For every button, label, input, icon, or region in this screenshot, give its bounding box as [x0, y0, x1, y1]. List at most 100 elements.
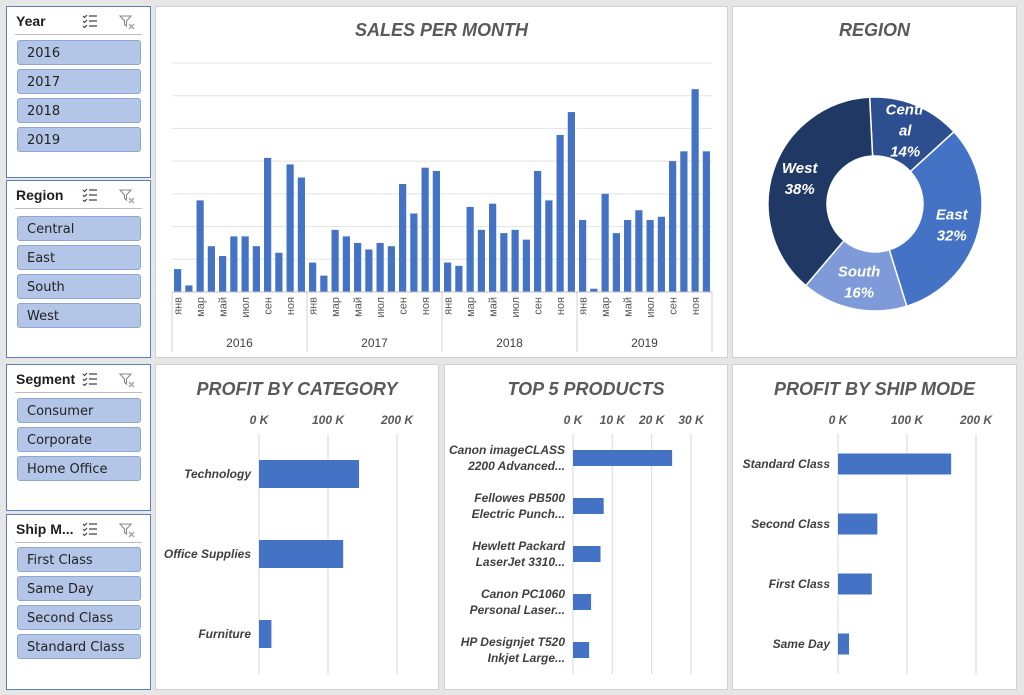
category-label: Technology	[184, 467, 252, 481]
sales-bar	[522, 239, 530, 292]
region-item-west[interactable]: West	[17, 303, 141, 328]
category-label: LaserJet 3310...	[476, 555, 565, 569]
sales-bar	[185, 285, 193, 292]
ship-item-same-day[interactable]: Same Day	[17, 576, 141, 601]
sales-bar	[477, 229, 485, 292]
multi-select-icon[interactable]	[82, 14, 98, 28]
slicer-header: Year	[15, 7, 142, 35]
region-item-east[interactable]: East	[17, 245, 141, 270]
category-label: HP Designjet T520	[461, 635, 566, 649]
sales-bar	[286, 164, 294, 292]
clear-filter-icon[interactable]	[119, 522, 135, 538]
chart-title: REGION	[838, 20, 910, 40]
sales-bar	[691, 89, 699, 293]
category-bar	[573, 498, 604, 514]
category-label: First Class	[769, 577, 831, 591]
region-slicer: Region Central East South West	[6, 180, 151, 358]
ship-item-standard-class[interactable]: Standard Class	[17, 634, 141, 659]
category-label: 2200 Advanced...	[467, 459, 565, 473]
multi-select-icon[interactable]	[82, 522, 98, 536]
multi-select-icon[interactable]	[82, 372, 98, 386]
sales-bar	[252, 246, 260, 292]
x-tick-label: 100 K	[891, 413, 924, 427]
sales-bar	[612, 233, 620, 292]
multi-select-icon[interactable]	[82, 188, 98, 202]
x-tick-label: 30 K	[678, 413, 705, 427]
year-item-2017[interactable]: 2017	[17, 69, 141, 94]
year-tick-label: 2017	[361, 336, 388, 350]
year-item-2018[interactable]: 2018	[17, 98, 141, 123]
category-label: Fellowes PB500	[474, 491, 565, 505]
category-label: Personal Laser...	[470, 603, 565, 617]
month-tick-label: ноя	[285, 297, 297, 315]
sales-bar	[657, 216, 665, 292]
sales-bar	[489, 203, 497, 292]
year-item-2016[interactable]: 2016	[17, 40, 141, 65]
slicer-title: Region	[16, 187, 64, 203]
slicer-title: Year	[16, 13, 46, 29]
segment-item-consumer[interactable]: Consumer	[17, 398, 141, 423]
category-bar	[838, 513, 878, 535]
sales-bar	[207, 246, 215, 292]
category-bar	[573, 642, 590, 658]
sales-bar	[174, 269, 182, 292]
ship-item-second-class[interactable]: Second Class	[17, 605, 141, 630]
category-label: Canon PC1060	[481, 587, 565, 601]
month-tick-label: май	[218, 297, 230, 317]
sales-bar	[545, 200, 553, 292]
profit-by-category-panel: PROFIT BY CATEGORY 0 K 100 K 200 K Technolo…	[155, 364, 439, 690]
category-bar	[573, 546, 601, 562]
sales-bar	[354, 242, 362, 292]
category-bar	[259, 460, 360, 488]
segment-item-home-office[interactable]: Home Office	[17, 456, 141, 481]
sales-bar	[297, 177, 305, 292]
slicer-header: Region	[15, 181, 142, 209]
ship-item-first-class[interactable]: First Class	[17, 547, 141, 572]
sales-bar	[702, 151, 710, 292]
chart-title: TOP 5 PRODUCTS	[507, 379, 665, 399]
ship-mode-slicer: Ship M... First Class Same Day Second Cl…	[6, 514, 151, 690]
sales-bar	[275, 252, 283, 292]
category-bar	[259, 540, 344, 568]
sales-bar	[410, 213, 418, 292]
sales-bar	[511, 229, 519, 292]
category-bar	[573, 594, 592, 610]
slice-label: 16%	[844, 284, 874, 301]
year-item-2019[interactable]: 2019	[17, 127, 141, 152]
category-label: Office Supplies	[164, 547, 251, 561]
sales-bar	[230, 236, 238, 292]
clear-filter-icon[interactable]	[119, 14, 135, 30]
slice-label: South	[838, 263, 881, 280]
slicer-header: Ship M...	[15, 515, 142, 543]
sales-bar	[444, 262, 452, 292]
category-label: Standard Class	[743, 457, 831, 471]
region-item-south[interactable]: South	[17, 274, 141, 299]
sales-bar	[680, 151, 688, 292]
sales-bar	[309, 262, 317, 292]
category-bar	[838, 453, 952, 475]
sales-bar	[669, 161, 677, 292]
x-tick-label: 0 K	[829, 413, 849, 427]
x-tick-label: 100 K	[312, 413, 345, 427]
region-item-central[interactable]: Central	[17, 216, 141, 241]
segment-item-corporate[interactable]: Corporate	[17, 427, 141, 452]
sales-bar	[590, 288, 598, 292]
chart-title: SALES PER MONTH	[354, 20, 528, 40]
category-label: Hewlett Packard	[472, 539, 565, 553]
x-tick-label: 10 K	[600, 413, 627, 427]
slice-label: East	[936, 206, 969, 223]
slicer-title: Ship M...	[16, 521, 74, 537]
month-tick-label: сен	[668, 297, 680, 315]
sales-bar	[556, 134, 564, 292]
category-label: Second Class	[751, 517, 830, 531]
sales-bar	[635, 210, 643, 292]
month-tick-label: май	[623, 297, 635, 317]
clear-filter-icon[interactable]	[119, 372, 135, 388]
sales-bar	[264, 157, 272, 292]
slice-label: West	[782, 160, 819, 177]
month-tick-label: янв	[578, 297, 590, 315]
month-tick-label: мар	[195, 297, 207, 317]
profit-by-ship-mode-chart: 0 K 100 K 200 K Standard Class Second Class F…	[743, 413, 993, 674]
clear-filter-icon[interactable]	[119, 188, 135, 204]
sales-bar	[466, 206, 474, 292]
